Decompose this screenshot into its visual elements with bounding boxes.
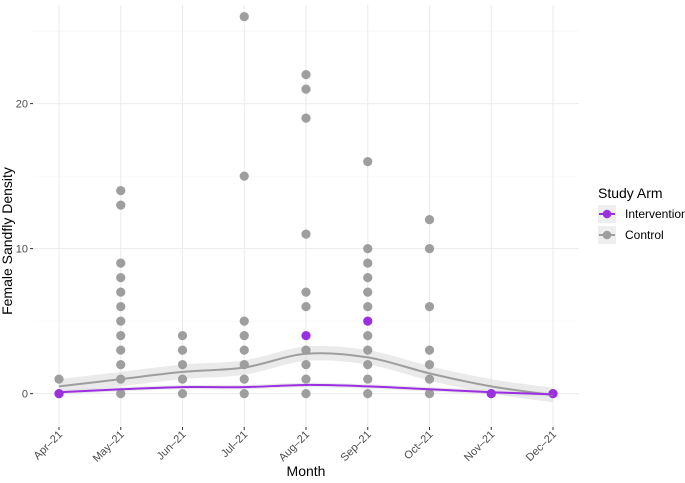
- legend-label: Control: [625, 228, 664, 242]
- data-point: [301, 374, 311, 384]
- data-point: [301, 302, 311, 312]
- smooth-line: [58, 383, 554, 396]
- data-point: [301, 360, 311, 370]
- data-point: [363, 258, 373, 268]
- x-tick-label: Jun–21: [155, 429, 189, 463]
- y-tick-label: 20: [16, 99, 28, 111]
- data-point: [363, 244, 373, 254]
- x-tick-label: May–21: [91, 429, 127, 465]
- data-point: [301, 229, 311, 239]
- data-point: [363, 374, 373, 384]
- data-point: [363, 316, 373, 326]
- y-tick-label: 0: [22, 389, 28, 401]
- data-point: [424, 345, 435, 355]
- data-point: [301, 113, 311, 123]
- legend-label: Intervention: [625, 207, 685, 221]
- data-point: [363, 302, 373, 312]
- data-point: [363, 389, 373, 399]
- x-tick-label: Sep–21: [339, 429, 374, 464]
- smooth-lines: [58, 352, 554, 397]
- data-point: [116, 258, 126, 268]
- data-point: [363, 273, 373, 283]
- data-point: [424, 302, 435, 312]
- data-point: [486, 389, 496, 399]
- data-point: [116, 273, 126, 283]
- data-point: [363, 345, 373, 355]
- data-point: [116, 360, 126, 370]
- data-point: [301, 70, 311, 80]
- data-point: [301, 389, 311, 399]
- data-point: [177, 374, 188, 384]
- legend-key-point: [602, 209, 612, 219]
- data-point: [239, 171, 249, 181]
- data-points: [54, 12, 558, 399]
- data-point: [116, 331, 126, 341]
- data-point: [239, 331, 249, 341]
- data-point: [116, 287, 126, 297]
- data-point: [301, 331, 311, 341]
- data-point: [239, 12, 249, 22]
- data-point: [363, 287, 373, 297]
- data-point: [116, 389, 126, 399]
- y-tick-label: 10: [16, 244, 28, 256]
- data-point: [177, 389, 188, 399]
- legend-title: Study Arm: [598, 185, 663, 201]
- data-point: [116, 200, 126, 210]
- data-point: [177, 331, 188, 341]
- data-point: [363, 157, 373, 167]
- data-point: [301, 287, 311, 297]
- x-tick-label: Aug–21: [277, 429, 312, 464]
- data-point: [363, 331, 373, 341]
- x-tick-label: Jul–21: [219, 429, 250, 460]
- data-point: [239, 374, 249, 384]
- legend-key-point: [602, 230, 612, 240]
- data-point: [177, 360, 188, 370]
- data-point: [116, 186, 126, 196]
- data-point: [54, 389, 64, 399]
- data-point: [424, 374, 435, 384]
- data-point: [239, 389, 249, 399]
- data-point: [363, 360, 373, 370]
- x-tick-label: Apr–21: [32, 429, 66, 463]
- data-point: [116, 345, 126, 355]
- x-tick-label: Nov–21: [462, 429, 497, 464]
- data-point: [424, 215, 435, 225]
- x-tick-label: Oct–21: [402, 429, 436, 463]
- x-axis-title: Month: [287, 463, 326, 479]
- data-point: [424, 244, 435, 254]
- data-point: [239, 316, 249, 326]
- data-point: [116, 316, 126, 326]
- x-axis-ticks: Apr–21 May–21 Jun–21 Jul–21 Aug–21 Sep–21 Oct–…: [32, 427, 559, 465]
- smooth-line: [58, 352, 554, 397]
- legend: Study Arm Intervention Control: [598, 185, 685, 244]
- y-axis-ticks: 0 10 20: [16, 99, 33, 401]
- y-axis-title: Female Sandfly Density: [0, 167, 15, 315]
- data-point: [116, 302, 126, 312]
- data-point: [424, 389, 435, 399]
- data-point: [301, 345, 311, 355]
- x-tick-label: Dec–21: [524, 429, 559, 464]
- data-point: [177, 345, 188, 355]
- data-point: [301, 84, 311, 94]
- data-point: [424, 360, 435, 370]
- data-point: [54, 374, 64, 384]
- data-point: [239, 345, 249, 355]
